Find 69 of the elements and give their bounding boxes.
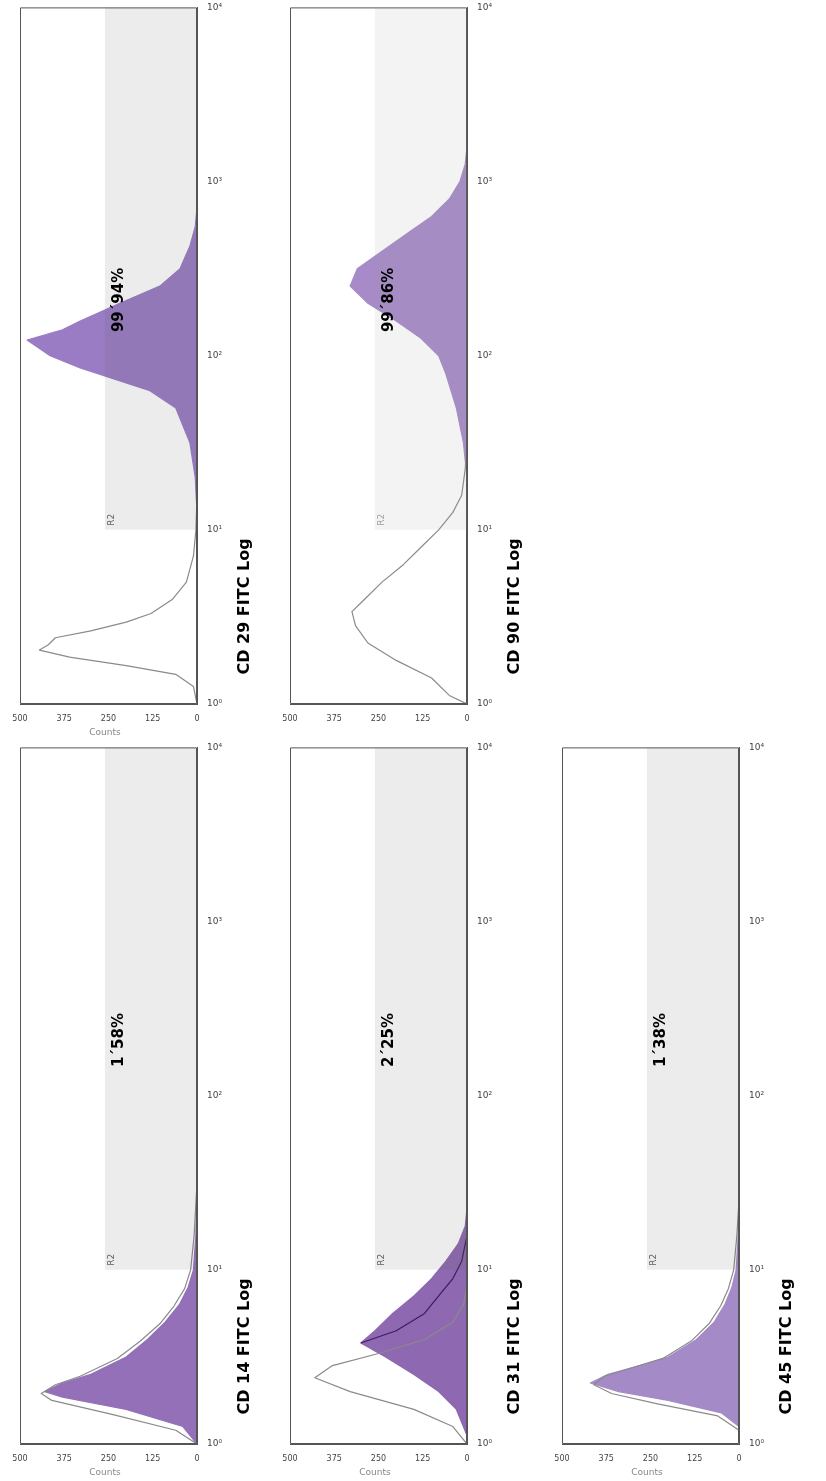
band-label: R2 [648,1253,659,1266]
x-tick-label: 250 [370,1453,387,1463]
y-tick-label: 10³ [207,915,223,926]
y-axis-title: CD 90 FITC Log [504,538,524,675]
x-tick-label: 0 [194,713,200,723]
y-tick-label: 10¹ [207,524,223,535]
y-axis-title: CD 31 FITC Log [504,1278,524,1415]
x-axis-title: Counts [89,1467,121,1478]
y-tick-label: 10³ [749,915,765,926]
x-tick-label: 375 [598,1453,614,1463]
y-axis-title: CD 45 FITC Log [776,1278,796,1415]
y-axis-title: CD 29 FITC Log [234,538,254,675]
annotation: 99´94% [109,267,128,333]
y-tick-label: 10⁴ [749,741,765,752]
x-axis-title: Counts [631,1467,663,1478]
y-tick-label: 10³ [477,175,493,186]
y-tick-label: 10⁰ [477,1438,493,1449]
annotation: 2´25% [379,1013,398,1067]
x-tick-label: 375 [56,1453,72,1463]
annotation: 99´86% [379,267,398,333]
x-tick-label: 250 [100,1453,117,1463]
band-label: R2 [376,513,387,526]
y-tick-label: 10⁰ [207,698,223,709]
band-label: R2 [106,1253,117,1266]
x-tick-label: 0 [194,1453,200,1463]
x-tick-label: 0 [464,1453,470,1463]
y-tick-label: 10⁰ [749,1438,765,1449]
x-tick-label: 500 [12,1453,28,1463]
annotation: 1´58% [109,1013,128,1067]
x-tick-label: 250 [100,713,117,723]
x-tick-label: 500 [554,1453,570,1463]
x-tick-label: 500 [282,713,298,723]
x-tick-label: 250 [642,1453,659,1463]
y-tick-label: 10⁴ [207,1,223,12]
band-label: R2 [106,513,117,526]
x-tick-label: 125 [145,1453,161,1463]
x-tick-label: 0 [464,713,470,723]
y-tick-label: 10¹ [477,1264,493,1275]
y-axis-title: CD 14 FITC Log [234,1278,254,1415]
y-tick-label: 10⁰ [477,698,493,709]
band-label: R2 [376,1253,387,1266]
y-tick-label: 10² [207,350,223,361]
x-tick-label: 500 [282,1453,298,1463]
y-tick-label: 10³ [207,175,223,186]
y-tick-label: 10² [477,350,493,361]
y-tick-label: 10⁰ [207,1438,223,1449]
x-tick-label: 250 [370,713,387,723]
x-tick-label: 125 [415,713,431,723]
x-tick-label: 125 [145,713,161,723]
y-tick-label: 10¹ [477,524,493,535]
x-axis-title: Counts [359,1467,391,1478]
y-tick-label: 10² [749,1090,765,1101]
x-tick-label: 375 [326,713,342,723]
x-axis-title: Counts [89,727,121,738]
y-tick-label: 10¹ [749,1264,765,1275]
x-tick-label: 125 [687,1453,703,1463]
y-tick-label: 10² [477,1090,493,1101]
y-tick-label: 10³ [477,915,493,926]
x-tick-label: 375 [326,1453,342,1463]
x-tick-label: 375 [56,713,72,723]
x-tick-label: 500 [12,713,28,723]
annotation: 1´38% [651,1013,670,1067]
y-tick-label: 10¹ [207,1264,223,1275]
x-tick-label: 125 [415,1453,431,1463]
y-tick-label: 10⁴ [207,741,223,752]
y-tick-label: 10² [207,1090,223,1101]
y-tick-label: 10⁴ [477,1,493,12]
x-tick-label: 0 [736,1453,742,1463]
y-tick-label: 10⁴ [477,741,493,752]
